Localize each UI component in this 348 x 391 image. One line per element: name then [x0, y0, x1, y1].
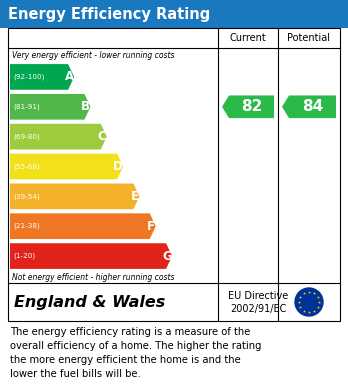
Text: The energy efficiency rating is a measure of the: The energy efficiency rating is a measur…	[10, 327, 250, 337]
Text: EU Directive: EU Directive	[228, 291, 288, 301]
Text: 2002/91/EC: 2002/91/EC	[230, 304, 286, 314]
Text: G: G	[162, 249, 172, 263]
Text: the more energy efficient the home is and the: the more energy efficient the home is an…	[10, 355, 241, 365]
Text: Very energy efficient - lower running costs: Very energy efficient - lower running co…	[12, 52, 174, 61]
Text: England & Wales: England & Wales	[14, 294, 165, 310]
Bar	[0, 0, 348, 28]
Polygon shape	[10, 243, 172, 269]
Polygon shape	[10, 213, 156, 239]
Circle shape	[295, 288, 323, 316]
Text: overall efficiency of a home. The higher the rating: overall efficiency of a home. The higher…	[10, 341, 261, 351]
Text: Energy Efficiency Rating: Energy Efficiency Rating	[8, 7, 210, 22]
Polygon shape	[222, 95, 274, 118]
Text: 84: 84	[302, 99, 323, 114]
Text: F: F	[147, 220, 155, 233]
Text: (1-20): (1-20)	[13, 253, 35, 259]
Text: (21-38): (21-38)	[13, 223, 40, 230]
Text: Potential: Potential	[287, 33, 331, 43]
Text: (92-100): (92-100)	[13, 74, 45, 80]
Text: (55-68): (55-68)	[13, 163, 40, 170]
Text: C: C	[97, 130, 106, 143]
Text: 82: 82	[241, 99, 262, 114]
Text: D: D	[113, 160, 123, 173]
Text: Not energy efficient - higher running costs: Not energy efficient - higher running co…	[12, 273, 174, 283]
Bar	[8, 28, 340, 321]
Polygon shape	[10, 64, 74, 90]
Text: (69-80): (69-80)	[13, 133, 40, 140]
Text: Current: Current	[230, 33, 266, 43]
Polygon shape	[10, 124, 107, 149]
Text: lower the fuel bills will be.: lower the fuel bills will be.	[10, 369, 141, 379]
Polygon shape	[282, 95, 336, 118]
Polygon shape	[10, 154, 123, 179]
Polygon shape	[10, 183, 140, 209]
Text: A: A	[65, 70, 74, 83]
Polygon shape	[10, 94, 90, 120]
Text: B: B	[81, 100, 90, 113]
Text: (39-54): (39-54)	[13, 193, 40, 200]
Text: E: E	[130, 190, 139, 203]
Text: (81-91): (81-91)	[13, 104, 40, 110]
